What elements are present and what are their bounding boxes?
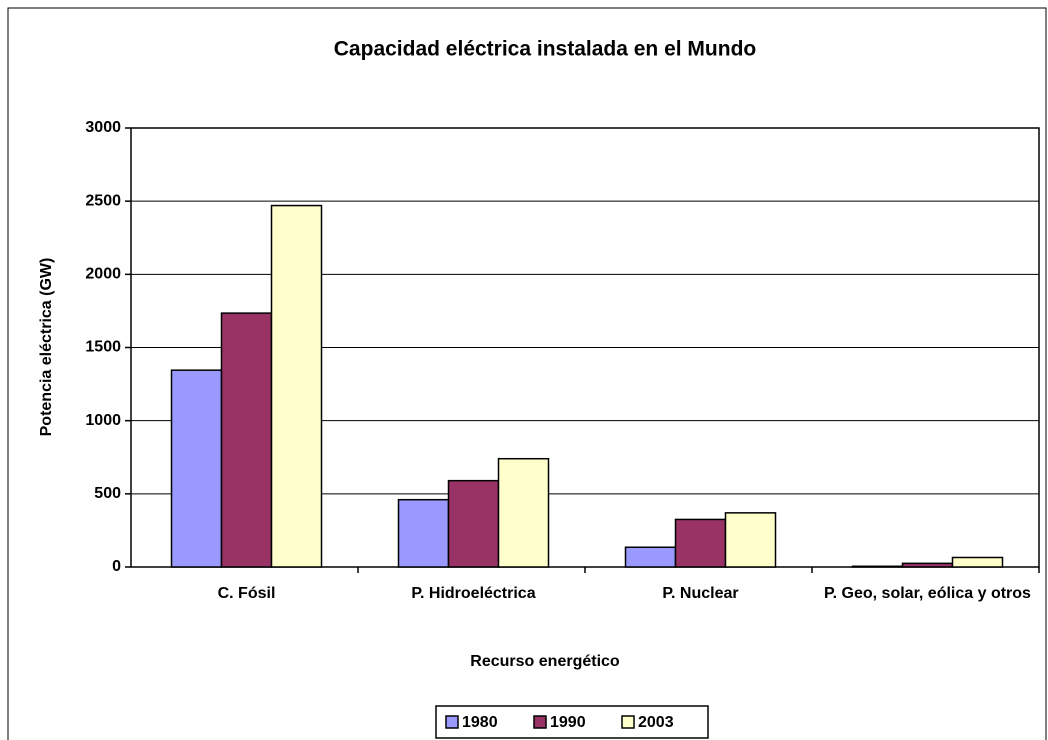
- legend-swatch: [621, 715, 635, 729]
- bar: [270, 204, 323, 568]
- bar: [851, 565, 904, 568]
- bar: [624, 546, 677, 568]
- x-tick-label-box: P. Hidroeléctrica: [411, 585, 536, 602]
- y-tick-label: 1000: [85, 412, 121, 429]
- bar: [170, 369, 223, 568]
- bar: [447, 479, 500, 568]
- x-tick-label-box: P. Geo, solar, eólica y otros: [824, 585, 1031, 602]
- bar: [497, 457, 550, 568]
- chart-border: [7, 7, 1047, 740]
- bar: [220, 312, 273, 568]
- y-tick-label: 2500: [85, 192, 121, 209]
- legend-label: 2003: [638, 714, 674, 731]
- y-tick-label: 2000: [85, 266, 121, 283]
- legend-label: 1980: [462, 714, 498, 731]
- bar: [397, 498, 450, 568]
- legend-box: [435, 705, 709, 739]
- bar: [951, 556, 1004, 568]
- bar: [901, 562, 954, 568]
- legend-swatch: [533, 715, 547, 729]
- x-tick-label: P. Geo, solar, eólica y otros: [824, 585, 1031, 602]
- x-tick-label-box: P. Nuclear: [662, 585, 739, 602]
- chart-title: Capacidad eléctrica instalada en el Mund…: [334, 38, 756, 61]
- x-tick-label: P. Hidroeléctrica: [411, 585, 536, 602]
- bar: [724, 512, 777, 568]
- y-tick-label: 1500: [85, 339, 121, 356]
- y-tick-label: 3000: [85, 119, 121, 136]
- legend-label: 1990: [550, 714, 586, 731]
- x-tick-label-box: C. Fósil: [217, 585, 276, 602]
- y-tick-label: 500: [94, 485, 121, 502]
- legend-swatch: [445, 715, 459, 729]
- bar: [674, 518, 727, 568]
- x-tick-label: C. Fósil: [217, 585, 276, 602]
- y-tick-label: 0: [112, 558, 121, 575]
- x-axis-title: Recurso energético: [470, 653, 620, 670]
- y-axis-title: Potencia eléctrica (GW): [38, 258, 55, 437]
- x-tick-label: P. Nuclear: [662, 585, 739, 602]
